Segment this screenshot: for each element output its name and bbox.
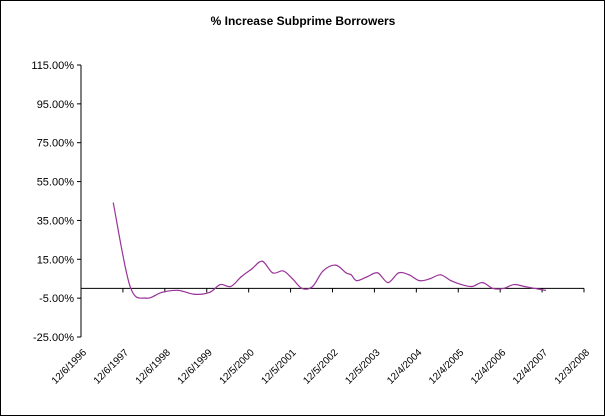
x-tick-label: 12/6/1997 (92, 347, 132, 387)
data-point (534, 287, 536, 290)
x-tick-label: 12/4/2005 (427, 347, 467, 387)
data-point (272, 272, 274, 274)
data-point (345, 272, 347, 274)
x-tick-label: 12/4/2006 (469, 347, 509, 387)
data-point (230, 285, 232, 288)
data-point (376, 272, 379, 274)
x-tick-label: 12/5/2003 (343, 347, 383, 387)
x-tick-label: 12/5/2000 (218, 347, 258, 387)
x-tick-label: 12/5/2001 (259, 347, 299, 387)
data-point (129, 285, 131, 288)
data-point (291, 278, 294, 280)
data-point (408, 274, 410, 276)
y-tick-label: 95.00% (37, 99, 75, 111)
data-point (219, 283, 221, 286)
data-point (429, 278, 431, 280)
data-point (397, 272, 400, 274)
y-tick-label: 15.00% (37, 254, 75, 266)
data-point (240, 276, 242, 278)
series-layer (112, 202, 547, 299)
data-point (544, 289, 547, 291)
x-tick-label: 12/6/1996 (50, 347, 90, 387)
y-tick-label: 75.00% (37, 138, 75, 150)
y-tick-label: 35.00% (37, 215, 75, 227)
data-point (209, 291, 211, 293)
x-tick-label: 12/4/2007 (511, 347, 551, 387)
data-point (387, 282, 389, 284)
y-axis: 115.00% 95.00% 75.00% 55.00% 35.00% 15.00% -5.… (31, 60, 82, 344)
x-tick-label: 12/4/2004 (385, 347, 425, 387)
data-point (335, 264, 337, 266)
data-point (251, 268, 253, 270)
data-point (145, 297, 147, 299)
data-point (471, 285, 473, 288)
data-point (322, 270, 324, 272)
x-axis: 12/6/1996 12/6/1997 12/6/1998 12/6/1999 12/5… (50, 287, 593, 387)
data-point (311, 285, 314, 288)
data-point (502, 287, 505, 290)
data-point (523, 285, 526, 288)
y-tick-label: 55.00% (37, 177, 75, 189)
data-point (492, 287, 494, 290)
data-point (418, 280, 421, 282)
data-point (161, 291, 163, 293)
series-line (112, 202, 546, 299)
data-point (282, 270, 284, 272)
data-point (301, 287, 303, 290)
chart-title: % Increase Subprime Borrowers (211, 14, 396, 28)
y-tick-label: -25.00% (33, 332, 74, 344)
data-point (366, 276, 368, 278)
y-tick-label: -5.00% (39, 293, 74, 305)
data-point (460, 283, 463, 286)
x-tick-label: 12/5/2002 (301, 347, 341, 387)
data-point (481, 282, 484, 284)
data-point (450, 280, 452, 282)
data-point (356, 280, 358, 282)
data-point (112, 202, 114, 204)
data-point (261, 260, 263, 262)
data-point (177, 289, 179, 291)
y-tick-label: 115.00% (31, 60, 74, 72)
data-point (439, 274, 442, 276)
x-tick-label: 12/3/2008 (553, 347, 593, 387)
x-tick-label: 12/6/1999 (176, 347, 216, 387)
x-tick-label: 12/6/1998 (134, 347, 174, 387)
data-point (350, 274, 352, 276)
data-point (193, 293, 195, 295)
data-point (513, 283, 515, 286)
